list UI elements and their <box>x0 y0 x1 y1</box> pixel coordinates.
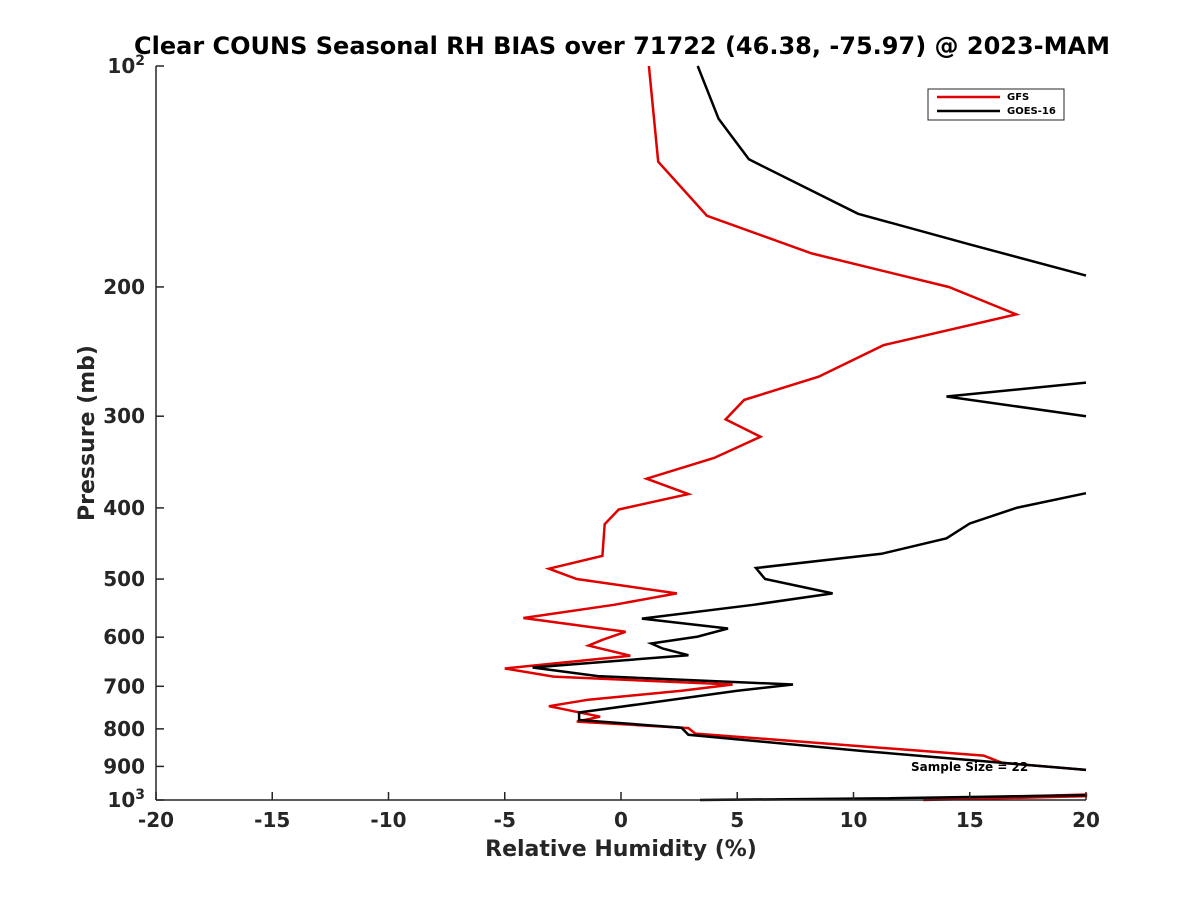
x-tick-label: 0 <box>614 808 628 832</box>
x-tick-label: -10 <box>370 808 406 832</box>
sample-size-annotation: Sample Size = 22 <box>911 760 1028 774</box>
y-tick-label: 102 <box>107 53 145 78</box>
legend-box <box>927 88 1065 121</box>
plot-area <box>156 66 1086 800</box>
y-axis-label: Pressure (mb) <box>75 345 100 521</box>
y-tick-label: 103 <box>107 787 145 812</box>
legend: GFS GOES-16 <box>927 88 1065 121</box>
y-tick-label: 300 <box>103 404 145 428</box>
chart-title: Clear COUNS Seasonal RH BIAS over 71722 … <box>134 32 1110 60</box>
y-tick-label: 700 <box>103 674 145 698</box>
x-tick-label: 15 <box>956 808 984 832</box>
x-tick-label: 10 <box>840 808 868 832</box>
legend-label-goes16: GOES-16 <box>1007 106 1056 117</box>
x-tick-label: 5 <box>730 808 744 832</box>
tick-layer: -20 -15 -10 -5 0 5 10 15 20 102 200 300 400 500 600 700… <box>103 53 1100 832</box>
x-tick-label: -20 <box>138 808 174 832</box>
x-tick-label: -15 <box>254 808 290 832</box>
y-tick-label: 200 <box>103 275 145 299</box>
x-tick-label: -5 <box>494 808 516 832</box>
y-tick-label: 800 <box>103 717 145 741</box>
series-line-goes16-part3 <box>532 491 1087 772</box>
y-tick-label: 500 <box>103 567 145 591</box>
series-line-goes16-part2 <box>946 381 1087 418</box>
x-tick-label: 20 <box>1072 808 1100 832</box>
y-tick-label: 900 <box>103 754 145 778</box>
x-axis-label: Relative Humidity (%) <box>485 837 757 862</box>
legend-label-gfs: GFS <box>1007 92 1029 103</box>
y-tick-label: 600 <box>103 625 145 649</box>
series-line-goes16-part1 <box>696 65 1087 277</box>
y-tick-label: 400 <box>103 496 145 520</box>
